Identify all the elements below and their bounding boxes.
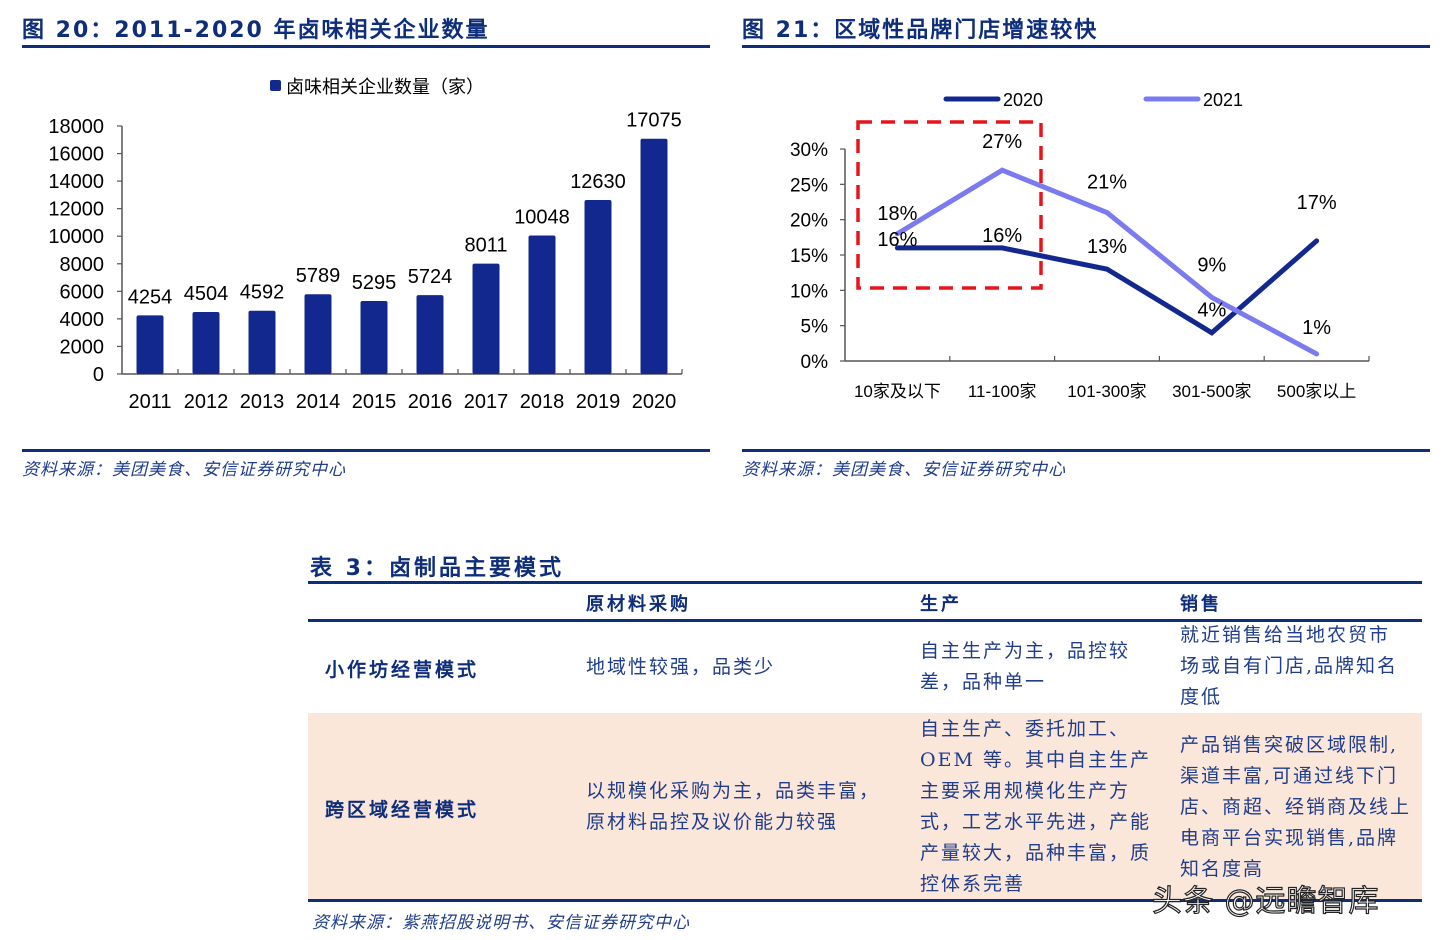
legend-2021: 2021	[1203, 90, 1243, 110]
bar-value-label: 8011	[464, 235, 507, 257]
legend-label: 卤味相关企业数量（家）	[286, 77, 484, 97]
bar-value-label: 4504	[184, 283, 229, 305]
y-tick-label: 5%	[801, 317, 829, 338]
point-label: 18%	[877, 203, 917, 225]
figure20-title-rule	[22, 45, 710, 48]
bar-value-label: 5724	[408, 266, 453, 288]
table3-header-rule	[308, 619, 1422, 622]
row1-sales: 就近销售给当地农贸市 场或自有门店,品牌知名 度低	[1180, 624, 1399, 708]
x-tick-label: 2012	[184, 391, 229, 413]
y-tick-label: 12000	[48, 199, 104, 221]
figure21-source-rule	[742, 449, 1430, 452]
y-tick-label: 0%	[801, 352, 829, 373]
bar	[416, 295, 444, 374]
header-sales: 销售	[1180, 594, 1222, 615]
point-label: 1%	[1302, 317, 1331, 339]
y-tick-label: 0	[93, 364, 104, 386]
x-tick-label: 2018	[520, 391, 565, 413]
x-tick-label: 2016	[408, 391, 453, 413]
bar	[248, 310, 276, 374]
bar-value-label: 4592	[240, 282, 285, 304]
row2-sales: 产品销售突破区域限制, 渠道丰富,可通过线下门 店、商超、经销商及线上 电商平台…	[1180, 734, 1412, 880]
row2-label: 跨区域经营模式	[325, 799, 480, 821]
bar	[584, 199, 612, 374]
y-tick-label: 10000	[48, 226, 104, 248]
figure21-title: 图 21：区域性品牌门店增速较快	[742, 18, 1099, 43]
y-tick-label: 18000	[48, 116, 104, 138]
bar	[640, 138, 668, 374]
row1-production: 自主生产为主，品控较 差，品种单一	[920, 640, 1131, 693]
y-tick-label: 16000	[48, 144, 104, 166]
table3-top-rule	[308, 581, 1422, 584]
y-tick-label: 15%	[790, 246, 828, 267]
table3-source: 资料来源：紫燕招股说明书、安信证券研究中心	[312, 913, 690, 933]
point-label: 16%	[877, 229, 917, 251]
point-label: 13%	[1087, 236, 1127, 258]
table3-title: 表 3：卤制品主要模式	[310, 556, 564, 581]
point-label: 17%	[1297, 192, 1337, 214]
x-tick-label: 2020	[632, 391, 677, 413]
y-tick-label: 10%	[790, 281, 828, 302]
point-label: 16%	[982, 225, 1022, 247]
row2-procurement: 以规模化采购为主，品类丰富， 原材料品控及议价能力较强	[586, 780, 881, 833]
bar-value-label: 4254	[128, 286, 173, 308]
bar	[192, 311, 220, 374]
bar-value-label: 5789	[296, 265, 341, 287]
y-tick-label: 30%	[790, 140, 828, 161]
line-chart: 2020 2021 0% 5% 10% 15% 20% 25% 30% 10家及以下 11-1…	[790, 90, 1370, 401]
point-label: 9%	[1197, 254, 1226, 276]
x-tick-label: 2015	[352, 391, 397, 413]
watermark: 头条 @远瞻智库	[1151, 883, 1380, 919]
bar	[136, 315, 164, 374]
bar	[360, 301, 388, 374]
series-line-2021	[894, 167, 1320, 357]
bar	[472, 263, 500, 374]
y-tick-label: 8000	[60, 254, 105, 276]
figure20-title: 图 20：2011-2020 年卤味相关企业数量	[22, 18, 490, 43]
row2-background	[308, 713, 1422, 899]
row1-label: 小作坊经营模式	[325, 659, 480, 681]
y-tick-label: 25%	[790, 175, 828, 196]
header-production: 生产	[920, 594, 962, 615]
point-label: 21%	[1087, 172, 1127, 194]
bar	[528, 235, 556, 374]
figure21-source: 资料来源：美团美食、安信证券研究中心	[742, 460, 1066, 480]
x-tick-label: 2013	[240, 391, 285, 413]
x-tick-label: 500家以上	[1277, 382, 1356, 401]
point-label: 4%	[1197, 300, 1226, 322]
bar-chart: 卤味相关企业数量（家） 0 2000 4000 6000 8000 10000 12000 1…	[48, 77, 683, 413]
x-tick-label: 2017	[464, 391, 509, 413]
header-procurement: 原材料采购	[586, 594, 691, 615]
bar-value-label: 10048	[514, 207, 570, 229]
highlight-box	[856, 120, 1043, 290]
y-tick-label: 4000	[60, 309, 105, 331]
legend-2020: 2020	[1003, 90, 1043, 110]
y-tick-label: 20%	[790, 211, 828, 232]
x-tick-label: 10家及以下	[854, 382, 941, 401]
x-tick-label: 11-100家	[968, 382, 1037, 401]
bar-value-label: 12630	[570, 171, 626, 193]
figure20-source-rule	[22, 449, 710, 452]
bar-value-label: 17075	[626, 110, 682, 132]
bar-value-label: 5295	[352, 272, 397, 294]
y-tick-label: 2000	[60, 336, 105, 358]
legend-swatch	[270, 80, 281, 91]
figure21-title-rule	[742, 45, 1430, 48]
x-tick-label: 2019	[576, 391, 621, 413]
figure20-source: 资料来源：美团美食、安信证券研究中心	[22, 460, 346, 480]
x-tick-label: 301-500家	[1172, 382, 1251, 401]
table3-bottom-rule	[308, 899, 1422, 902]
y-tick-label: 6000	[60, 281, 105, 303]
series-line-2020	[894, 238, 1320, 336]
bar	[304, 294, 332, 374]
point-label: 27%	[982, 131, 1022, 153]
x-tick-label: 2011	[128, 391, 171, 413]
row2-production: 自主生产、委托加工、 OEM 等。其中自主生产 主要采用规模化生产方 式，工艺水…	[920, 718, 1152, 895]
x-tick-label: 2014	[296, 391, 341, 413]
y-tick-label: 14000	[48, 171, 104, 193]
row1-procurement: 地域性较强，品类少	[586, 656, 776, 678]
x-tick-label: 101-300家	[1067, 382, 1146, 401]
